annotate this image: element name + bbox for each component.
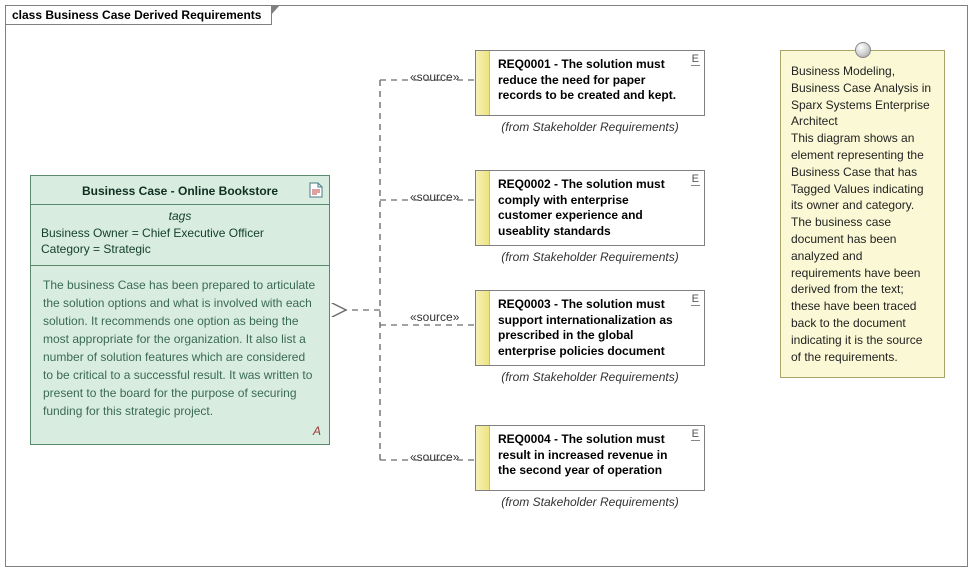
requirement-box: REQ0004 - The solution must result in in… [475, 425, 705, 491]
business-case-element[interactable]: Business Case - Online Bookstore tags Bu… [30, 175, 330, 445]
requirement-e-marker: E [691, 428, 700, 441]
stereotype-label: «source» [410, 70, 459, 84]
requirement-from-label: (from Stakeholder Requirements) [475, 495, 705, 509]
frame-title: class Business Case Derived Requirements [12, 8, 261, 22]
requirement-element[interactable]: REQ0001 - The solution must reduce the n… [475, 50, 705, 134]
business-case-marker: A [313, 422, 321, 440]
tag-line: Business Owner = Chief Executive Officer [41, 225, 319, 241]
note-text: Business Modeling, Business Case Analysi… [791, 63, 934, 365]
tags-heading: tags [41, 209, 319, 223]
requirement-e-marker: E [691, 173, 700, 186]
business-case-description-text: The business Case has been prepared to a… [43, 278, 315, 418]
requirement-box: REQ0001 - The solution must reduce the n… [475, 50, 705, 116]
requirement-from-label: (from Stakeholder Requirements) [475, 120, 705, 134]
requirement-text: REQ0002 - The solution must comply with … [490, 171, 704, 245]
requirement-accent [476, 426, 490, 490]
business-case-tags: tags Business Owner = Chief Executive Of… [31, 205, 329, 266]
diagram-note: Business Modeling, Business Case Analysi… [780, 50, 945, 378]
requirement-from-label: (from Stakeholder Requirements) [475, 250, 705, 264]
document-icon [309, 182, 323, 198]
stereotype-label: «source» [410, 450, 459, 464]
requirement-box: REQ0002 - The solution must comply with … [475, 170, 705, 246]
requirement-e-marker: E [691, 293, 700, 306]
requirement-text: REQ0001 - The solution must reduce the n… [490, 51, 704, 115]
business-case-title: Business Case - Online Bookstore [82, 184, 278, 198]
requirement-accent [476, 51, 490, 115]
business-case-header: Business Case - Online Bookstore [31, 176, 329, 205]
tag-line: Category = Strategic [41, 241, 319, 257]
requirement-accent [476, 171, 490, 245]
stereotype-label: «source» [410, 190, 459, 204]
requirement-element[interactable]: REQ0002 - The solution must comply with … [475, 170, 705, 264]
requirement-text: REQ0004 - The solution must result in in… [490, 426, 704, 490]
requirement-element[interactable]: REQ0004 - The solution must result in in… [475, 425, 705, 509]
frame-title-tab: class Business Case Derived Requirements [5, 5, 272, 25]
requirement-box: REQ0003 - The solution must support inte… [475, 290, 705, 366]
pin-icon [855, 42, 871, 58]
stereotype-label: «source» [410, 310, 459, 324]
requirement-from-label: (from Stakeholder Requirements) [475, 370, 705, 384]
requirement-element[interactable]: REQ0003 - The solution must support inte… [475, 290, 705, 384]
requirement-accent [476, 291, 490, 365]
requirement-text: REQ0003 - The solution must support inte… [490, 291, 704, 365]
requirement-e-marker: E [691, 53, 700, 66]
business-case-description: The business Case has been prepared to a… [31, 266, 329, 444]
